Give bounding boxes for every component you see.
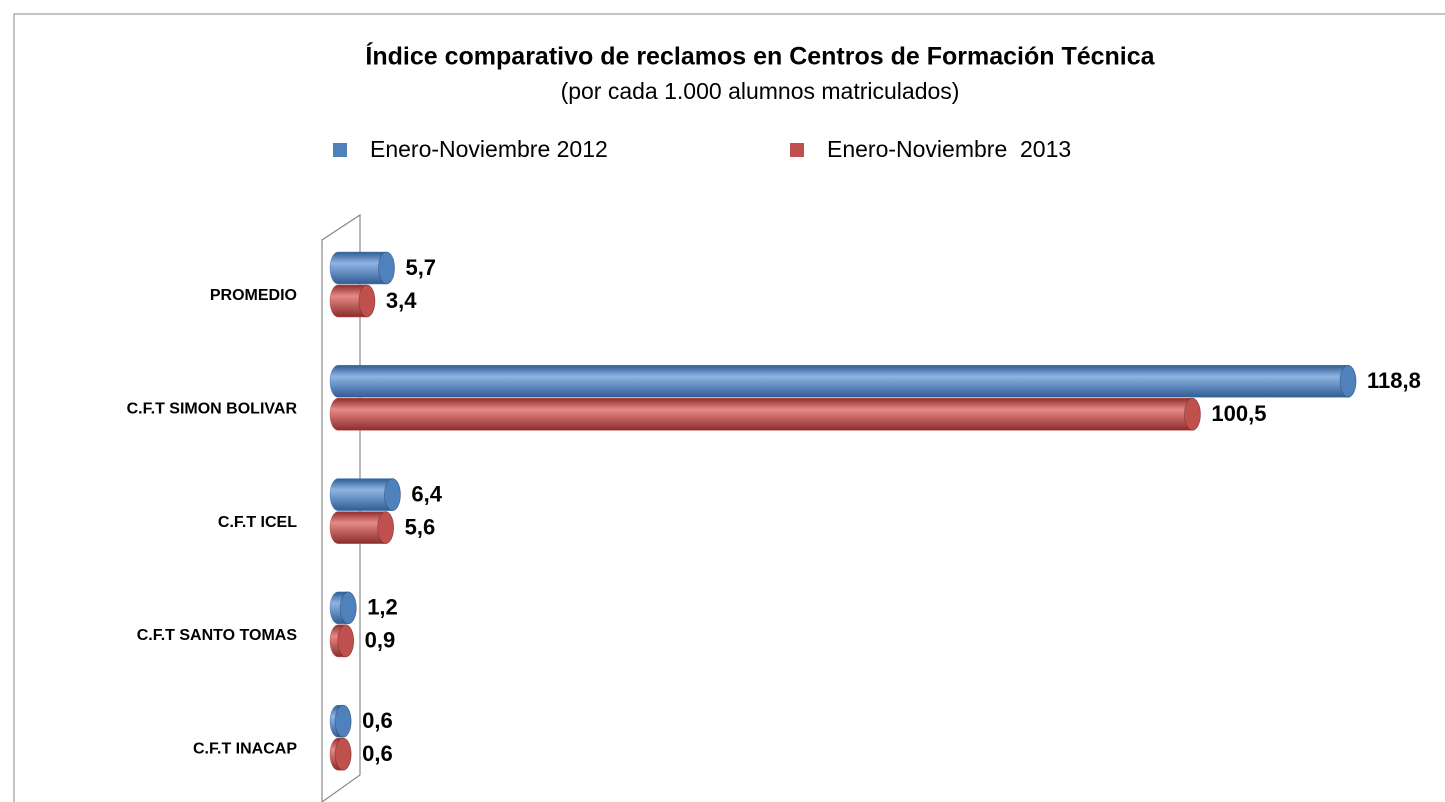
value-label: 100,5 [1211,401,1266,426]
bar-cap [378,251,395,285]
bar-cap [1339,364,1357,398]
bar [329,511,395,544]
bar [329,284,376,318]
bar-cap [339,591,357,625]
chart-title: Índice comparativo de reclamos en Centro… [365,42,1155,71]
legend-swatch [333,143,347,157]
category-label: C.F.T SANTO TOMAS [137,627,298,644]
value-label: 118,8 [1367,368,1421,393]
legend-swatch [790,143,804,157]
category-label: C.F.T ICEL [218,514,297,531]
bar [329,591,357,625]
bar-cap [334,737,352,771]
bar [329,737,352,771]
value-label: 0,6 [362,741,393,766]
bar [329,478,401,512]
bar-body [329,398,1201,431]
bar-cap [337,624,355,658]
value-label: 1,2 [367,595,398,620]
value-label: 6,4 [411,481,442,506]
bar [329,364,1357,398]
chart-subtitle: (por cada 1.000 alumnos matriculados) [561,78,960,104]
legend-label: Enero-Noviembre 2012 [370,136,608,162]
category-label: C.F.T SIMON BOLIVAR [127,401,298,418]
category-label: PROMEDIO [210,287,297,304]
legend-label: Enero-Noviembre 2013 [827,136,1071,162]
bar-cap [384,478,401,512]
value-label: 5,7 [405,255,436,280]
value-label: 3,4 [386,288,417,313]
bar-body [329,365,1357,398]
value-label: 0,6 [362,708,393,733]
bar [329,251,395,285]
value-label: 5,6 [405,514,436,539]
frame [13,13,1445,802]
bar-cap [1184,397,1201,431]
category-label: C.F.T INACAP [193,740,297,757]
bar-cap [358,284,376,318]
bar [329,624,355,658]
bar-cap [334,704,352,738]
back-wall [321,213,361,802]
bar [329,704,352,738]
bar-cap [377,511,395,544]
bar [329,397,1201,431]
value-label: 0,9 [365,628,396,653]
